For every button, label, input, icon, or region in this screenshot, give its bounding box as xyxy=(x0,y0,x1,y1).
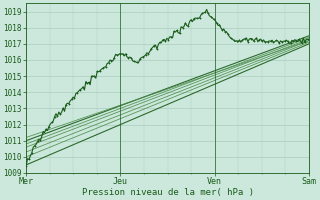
X-axis label: Pression niveau de la mer( hPa ): Pression niveau de la mer( hPa ) xyxy=(82,188,253,197)
